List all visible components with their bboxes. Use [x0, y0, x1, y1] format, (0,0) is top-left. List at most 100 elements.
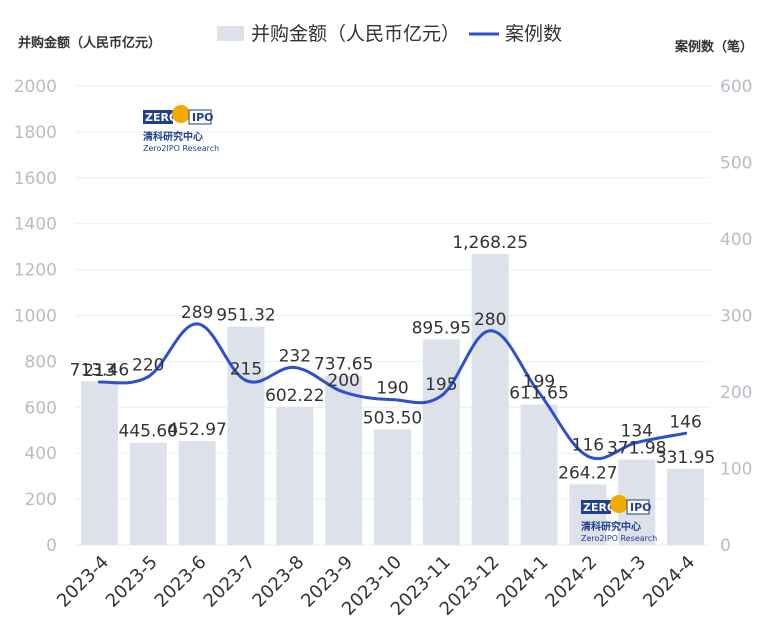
- line-value-label: 213: [83, 361, 115, 381]
- watermark-brand-part: ZERO: [145, 111, 178, 124]
- bar: [667, 468, 705, 545]
- bar-value-label: 331.95: [656, 448, 715, 468]
- bar-value-label: 371.98: [607, 439, 666, 459]
- line-series: [97, 322, 688, 460]
- x-tick: 2024-2: [541, 552, 601, 612]
- svg-text:IPO: IPO: [630, 501, 652, 514]
- watermark-2-icon: [172, 105, 190, 123]
- y-tick-left: 2000: [14, 77, 57, 97]
- line-value-label: 215: [230, 360, 262, 380]
- x-tick: 2024-1: [493, 552, 553, 612]
- bar: [374, 429, 411, 545]
- bar: [325, 375, 363, 545]
- bar: [129, 442, 167, 545]
- line-value-label: 134: [621, 421, 653, 441]
- legend-bar-label: 并购金额（人民币亿元）: [251, 23, 460, 45]
- bar-value-label: 445.60: [119, 422, 178, 442]
- bar-value-label: 264.27: [558, 463, 617, 483]
- y-tick-right: 600: [720, 77, 752, 97]
- y-tick-right: 200: [720, 383, 752, 403]
- x-tick: 2023-8: [248, 552, 308, 612]
- x-tick: 2023-5: [102, 552, 162, 612]
- line-value-label: 190: [376, 379, 408, 399]
- y-tick-left: 400: [25, 444, 57, 464]
- bar: [569, 484, 607, 545]
- watermark-logo: ZERO IPO 清科研究中心 Zero2IPO Research: [143, 105, 219, 153]
- bar: [227, 326, 265, 545]
- line-point: [146, 375, 150, 379]
- x-axis: 2023-42023-52023-62023-72023-82023-92023…: [53, 552, 699, 620]
- svg-text:ZERO: ZERO: [583, 501, 616, 514]
- y-tick-left: 600: [25, 398, 57, 418]
- y-axis-left-title: 并购金额（人民币亿元）: [18, 35, 161, 51]
- bar: [80, 381, 118, 545]
- watermark-cn: 清科研究中心: [143, 130, 203, 143]
- line-point: [537, 391, 541, 395]
- watermark-logo: ZERO IPO 清科研究中心 Zero2IPO Research: [581, 495, 657, 543]
- line-value-label: 116: [572, 435, 604, 455]
- line-point: [97, 380, 101, 384]
- y-tick-right: 300: [720, 307, 752, 327]
- svg-text:IPO: IPO: [192, 111, 214, 124]
- y-tick-left: 1600: [14, 169, 57, 189]
- line-point: [244, 379, 248, 383]
- bar: [422, 339, 460, 545]
- x-tick: 2023-7: [200, 552, 260, 612]
- line-point: [391, 398, 394, 402]
- y-tick-left: 0: [46, 536, 57, 556]
- watermark-en: Zero2IPO Research: [143, 144, 219, 153]
- bar-value-label: 602.22: [265, 386, 324, 406]
- line-point: [342, 390, 346, 394]
- y-tick-left: 1800: [14, 123, 57, 143]
- y-tick-right: 100: [720, 460, 752, 480]
- bar-value-label: 611.65: [509, 384, 568, 404]
- bar-value-label: 452.97: [167, 420, 226, 440]
- legend-bar-swatch: [217, 26, 244, 41]
- y-axis-right-title: 案例数（笔）: [674, 39, 753, 55]
- line-value-label: 146: [669, 412, 701, 432]
- bar-value-label: 895.95: [412, 318, 471, 338]
- y-tick-right: 0: [720, 536, 731, 556]
- bar: [178, 441, 216, 545]
- bar-series: [80, 253, 705, 545]
- watermark-cn: 清科研究中心: [581, 520, 641, 533]
- y-tick-left: 1200: [14, 261, 57, 281]
- legend: 并购金额（人民币亿元） 案例数: [217, 23, 562, 45]
- y-tick-right: 500: [720, 154, 752, 174]
- y-tick-left: 200: [25, 490, 57, 510]
- watermark-2-icon: [610, 495, 628, 513]
- y-tick-left: 800: [25, 352, 57, 372]
- line-point: [488, 329, 492, 333]
- line-value-label: 195: [425, 375, 457, 395]
- watermark-en: Zero2IPO Research: [581, 534, 657, 543]
- bar-value-label: 503.50: [363, 408, 422, 428]
- line-value-label: 280: [474, 310, 506, 330]
- x-tick: 2023-4: [53, 552, 113, 612]
- y-tick-left: 1000: [14, 307, 57, 327]
- x-tick: 2024-4: [639, 552, 699, 612]
- x-tick: 2023-6: [151, 552, 211, 612]
- bar: [276, 406, 314, 545]
- bar-value-label: 951.32: [216, 306, 275, 326]
- line-point: [293, 366, 297, 370]
- line-point: [635, 440, 639, 444]
- y-axis-left: 0 200 400 600 800 1000 1200 1400 1600 1800 2000: [14, 77, 57, 556]
- bar-value-label: 713.46: [70, 360, 129, 380]
- y-axis-right: 0 100 200 300 400 500 600: [720, 77, 752, 556]
- bar-value-label: 1,268.25: [452, 233, 528, 253]
- bar: [471, 253, 509, 545]
- line-value-label: 220: [132, 356, 164, 376]
- line-value-label: 200: [327, 371, 359, 391]
- line-point: [439, 394, 443, 398]
- line-value-label: 289: [181, 303, 213, 323]
- bar-value-label: 737.65: [314, 355, 373, 375]
- line-value-label: 199: [523, 372, 555, 392]
- legend-line-label: 案例数: [505, 23, 562, 45]
- line-point: [195, 322, 199, 326]
- line-point: [586, 454, 590, 458]
- bar: [520, 404, 558, 545]
- x-tick: 2024-3: [590, 552, 650, 612]
- line-value-label: 232: [279, 347, 311, 367]
- y-tick-right: 400: [720, 230, 752, 250]
